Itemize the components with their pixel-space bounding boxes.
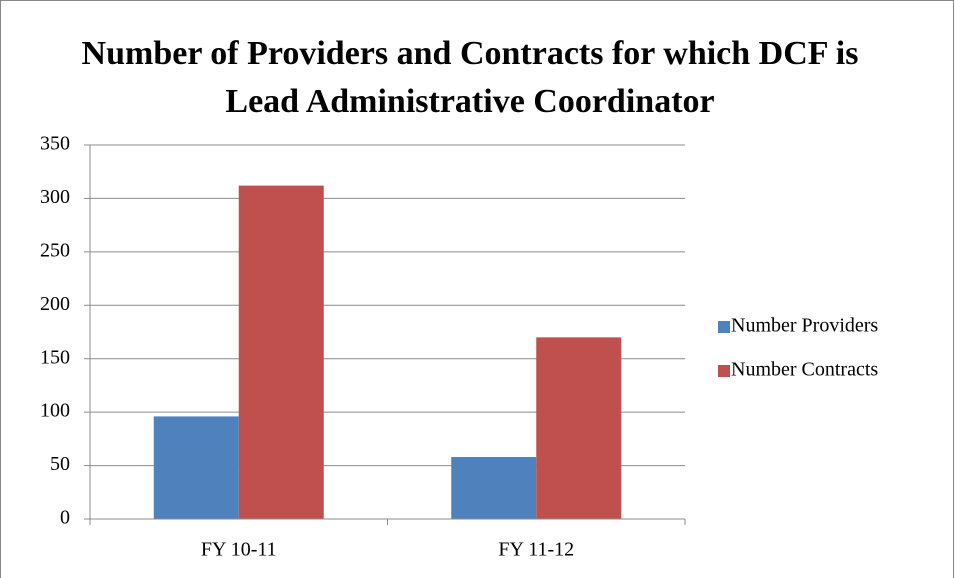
bar <box>451 457 537 519</box>
y-tick-label: 250 <box>40 239 70 261</box>
bar <box>153 416 239 519</box>
y-tick-label: 100 <box>40 400 70 422</box>
legend-label: Number Contracts <box>731 359 878 381</box>
y-tick-label: 0 <box>60 507 70 529</box>
bar <box>536 337 622 519</box>
legend-swatch <box>718 365 730 377</box>
chart-title: Number of Providers and Contracts for wh… <box>81 35 859 120</box>
y-tick-label: 300 <box>40 186 70 208</box>
y-tick-label: 150 <box>40 346 70 368</box>
bar <box>238 185 324 519</box>
y-tick-label: 350 <box>40 133 70 155</box>
x-tick-label: FY 11-12 <box>498 539 574 561</box>
y-tick-label: 50 <box>50 453 70 475</box>
x-tick-label: FY 10-11 <box>201 539 277 561</box>
legend-swatch <box>718 321 730 333</box>
legend-label: Number Providers <box>731 315 878 337</box>
y-tick-label: 200 <box>40 293 70 315</box>
